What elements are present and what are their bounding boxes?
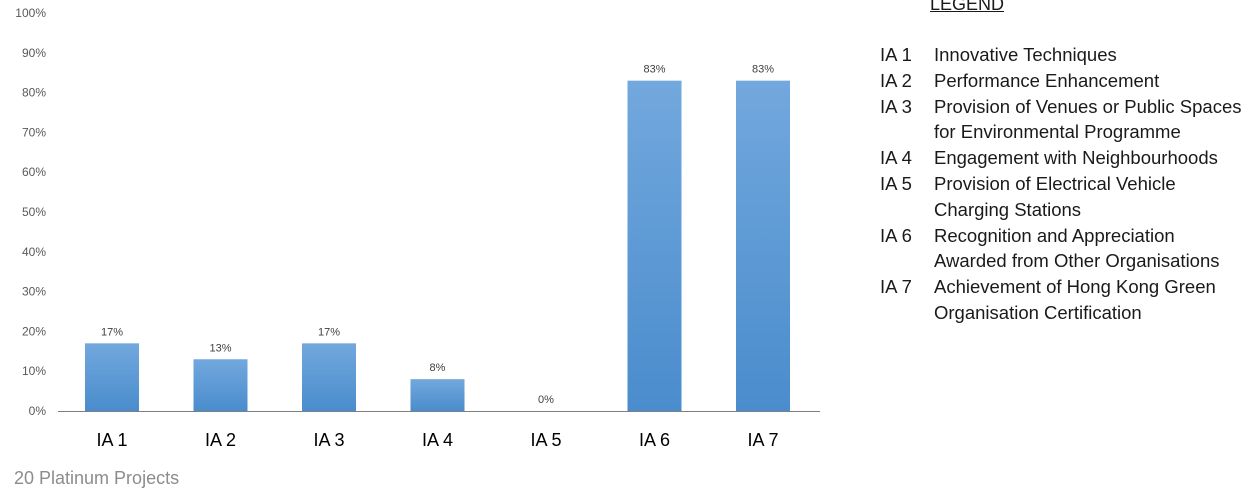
legend-code: IA 5: [880, 172, 912, 194]
y-tick-label: 40%: [22, 245, 46, 259]
y-tick-label: 0%: [29, 404, 47, 418]
y-tick-label: 20%: [22, 324, 46, 338]
legend-code: IA 3: [880, 95, 912, 117]
legend-item: IA 5 Provision of Electrical Vehicle Char…: [880, 171, 1244, 223]
x-tick-label: IA 1: [96, 430, 127, 450]
legend-code: IA 4: [880, 147, 912, 169]
y-tick-label: 10%: [22, 364, 46, 378]
legend-text: Recognition and Appreciation Awarded fro…: [934, 224, 1220, 272]
x-tick-label: IA 7: [747, 430, 778, 450]
legend-code: IA 6: [880, 224, 912, 246]
x-tick-label: IA 2: [205, 430, 236, 450]
data-label: 13%: [209, 342, 231, 354]
x-tick-label: IA 3: [313, 430, 344, 450]
bars: [85, 80, 790, 411]
legend-text: Engagement with Neighbourhoods: [934, 147, 1218, 169]
legend-code: IA 1: [880, 44, 912, 65]
y-tick-label: 30%: [22, 285, 46, 299]
legend-title: LEGEND: [930, 0, 1005, 14]
legend-text: Achievement of Hong Kong Green Organisat…: [934, 276, 1216, 323]
data-labels: 17% 13% 17% 8% 0% 83% 83%: [101, 64, 774, 406]
y-tick-label: 70%: [22, 125, 46, 139]
legend-code: IA 2: [880, 69, 912, 91]
data-label: 83%: [752, 64, 774, 76]
data-label: 17%: [318, 326, 340, 338]
data-label: 17%: [101, 326, 123, 338]
legend-item: IA 3 Provision of Venues or Public Spaces…: [880, 94, 1244, 146]
data-label: 8%: [430, 362, 446, 374]
legend-item: IA 4 Engagement with Neighbourhoods: [880, 145, 1244, 171]
y-tick-label: 60%: [22, 165, 46, 179]
x-tick-label: IA 4: [422, 430, 453, 450]
bar: [193, 359, 248, 411]
legend: LEGEND IA 1 Innovative Techniques IA 2 Perf…: [880, 0, 1244, 326]
y-axis: 0% 10% 20% 30% 40% 50% 60% 70% 80% 90% 100%: [15, 6, 46, 418]
x-axis: IA 1 IA 2 IA 3 IA 4 IA 5 IA 6 IA 7: [96, 430, 778, 450]
x-tick-label: IA 5: [530, 430, 561, 450]
bar: [736, 80, 790, 411]
bar-chart: 0% 10% 20% 30% 40% 50% 60% 70% 80% 90% 100% 17% 13%…: [15, 6, 820, 450]
legend-item: IA 6 Recognition and Appreciation Awarded…: [880, 223, 1244, 275]
y-tick-label: 50%: [22, 205, 46, 219]
legend-text: Provision of Venues or Public Spaces for…: [934, 95, 1242, 143]
legend-text: Provision of Electrical Vehicle Charging…: [934, 172, 1176, 220]
legend-code: IA 7: [880, 276, 912, 298]
bar: [410, 379, 465, 411]
y-tick-label: 80%: [22, 86, 46, 100]
data-label: 0%: [538, 394, 554, 406]
bar: [85, 343, 139, 411]
legend-item: IA 2 Performance Enhancement: [880, 68, 1244, 94]
legend-text: Innovative Techniques: [934, 44, 1117, 65]
y-tick-label: 90%: [22, 46, 46, 60]
legend-list: IA 1 Innovative Techniques IA 2 Performance…: [880, 42, 1244, 326]
legend-text: Performance Enhancement: [934, 69, 1160, 91]
data-label: 83%: [643, 64, 665, 76]
footer-caption: 20 Platinum Projects: [14, 468, 180, 488]
x-tick-label: IA 6: [639, 430, 670, 450]
bar: [302, 343, 356, 411]
y-tick-label: 100%: [15, 6, 46, 20]
bar: [627, 80, 682, 411]
legend-item: IA 1 Innovative Techniques: [880, 42, 1244, 68]
legend-item: IA 7 Achievement of Hong Kong Green Organ…: [880, 274, 1244, 326]
